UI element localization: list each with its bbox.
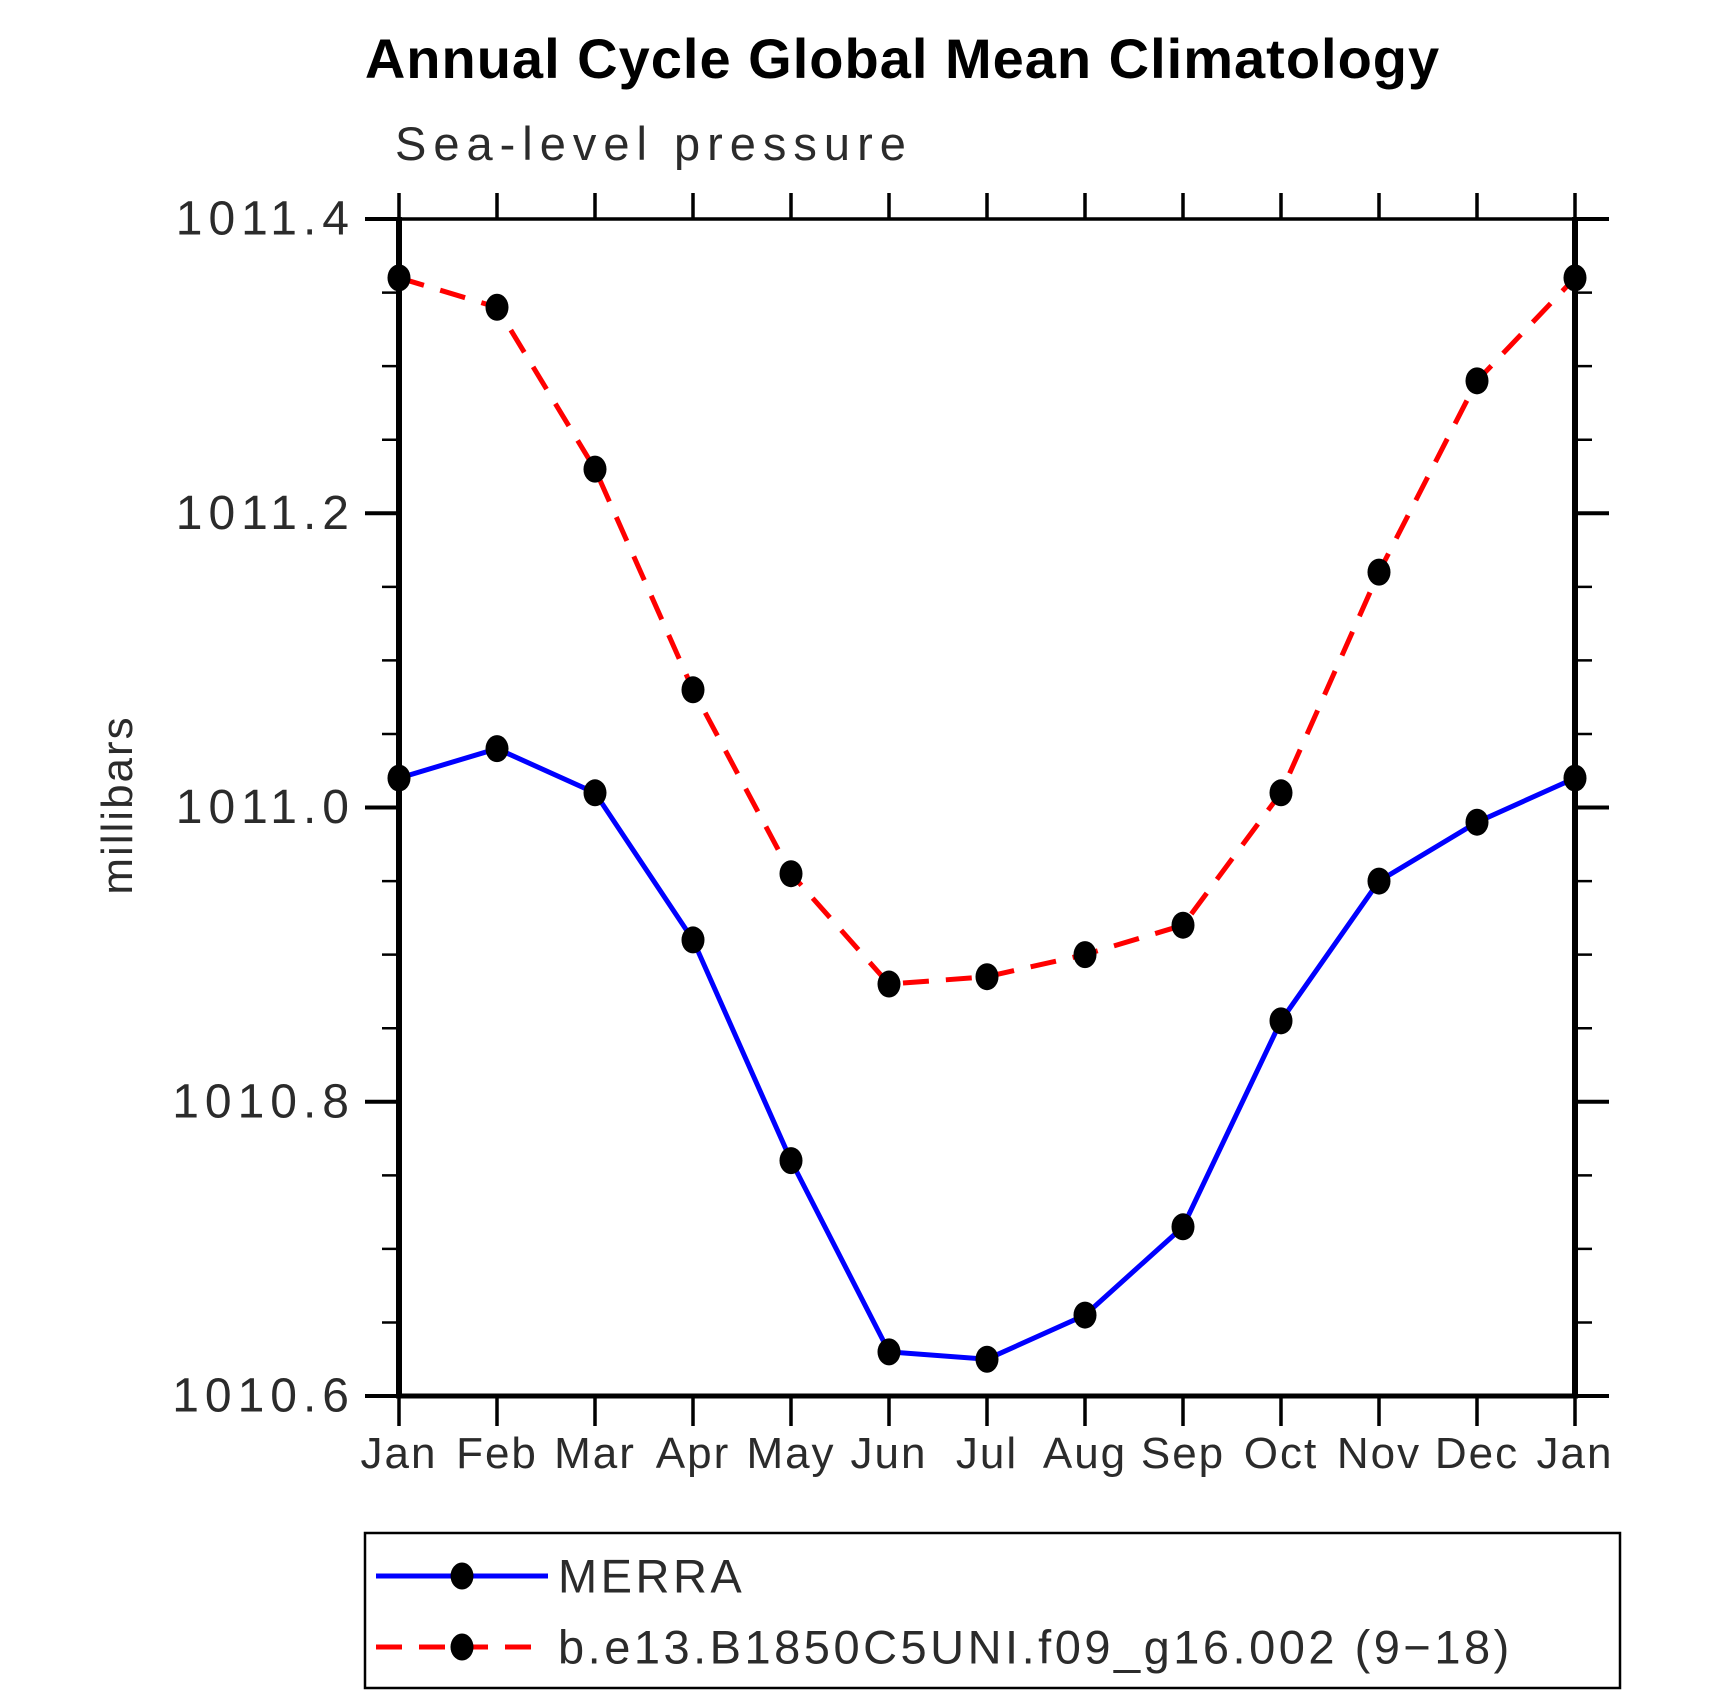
model-data-point-marker xyxy=(1563,264,1587,292)
model-series-line xyxy=(398,275,1577,987)
merra-data-point-marker xyxy=(1367,867,1391,895)
merra-data-point-marker xyxy=(583,779,607,807)
y-tick-label: 1011.0 xyxy=(176,781,355,834)
model-data-point-marker xyxy=(1171,911,1195,939)
y-tick-label: 1010.8 xyxy=(172,1075,355,1128)
merra-data-point-marker xyxy=(1269,1007,1293,1035)
x-tick-label: Jan xyxy=(1537,1429,1614,1478)
x-tick-label: Nov xyxy=(1337,1429,1421,1478)
merra-data-point-marker xyxy=(779,1147,803,1175)
legend-box xyxy=(363,1531,1622,1690)
y-tick-label: 1010.6 xyxy=(172,1370,355,1423)
merra-data-point-marker xyxy=(681,926,705,954)
x-tick-label: Sep xyxy=(1141,1429,1225,1478)
model-data-point-marker xyxy=(877,970,901,998)
legend-marker xyxy=(450,1562,474,1590)
legend-label-model: b.e13.B1850C5UNI.f09_g16.002 (9−18) xyxy=(558,1621,1513,1674)
x-tick-label: Aug xyxy=(1043,1429,1127,1478)
merra-series-line xyxy=(398,746,1577,1362)
y-tick-label: 1011.4 xyxy=(176,193,355,246)
x-tick-label: Mar xyxy=(554,1429,636,1478)
merra-data-point-marker xyxy=(485,735,509,763)
model-data-point-marker xyxy=(387,264,411,292)
model-data-point-marker xyxy=(1465,367,1489,395)
x-tick-label: Jul xyxy=(956,1429,1018,1478)
model-data-point-marker xyxy=(583,455,607,483)
x-tick-label: Apr xyxy=(656,1429,730,1478)
merra-data-point-marker xyxy=(1465,808,1489,836)
x-tick-label: Jun xyxy=(851,1429,928,1478)
legend-marker xyxy=(450,1633,474,1661)
merra-data-point-marker xyxy=(1073,1301,1097,1329)
model-data-point-marker xyxy=(485,293,509,321)
chart-title: Annual Cycle Global Mean Climatology xyxy=(364,27,1441,90)
chart-subtitle: Sea-level pressure xyxy=(395,117,913,170)
x-tick-label: Jan xyxy=(361,1429,438,1478)
merra-data-point-marker xyxy=(877,1338,901,1366)
y-tick-label: 1011.2 xyxy=(176,487,355,540)
model-data-point-marker xyxy=(779,860,803,888)
x-tick-label: May xyxy=(746,1429,835,1478)
x-tick-label: Oct xyxy=(1244,1429,1318,1478)
x-tick-label: Feb xyxy=(456,1429,538,1478)
merra-data-point-marker xyxy=(387,764,411,792)
model-data-point-marker xyxy=(975,963,999,991)
merra-data-point-marker xyxy=(1171,1213,1195,1241)
model-data-point-marker xyxy=(1269,779,1293,807)
model-data-point-marker xyxy=(1367,558,1391,586)
model-data-point-marker xyxy=(681,676,705,704)
merra-data-point-marker xyxy=(1563,764,1587,792)
x-tick-label: Dec xyxy=(1435,1429,1519,1478)
legend-label-merra: MERRA xyxy=(558,1550,745,1603)
merra-data-point-marker xyxy=(975,1345,999,1373)
model-data-point-marker xyxy=(1073,941,1097,969)
